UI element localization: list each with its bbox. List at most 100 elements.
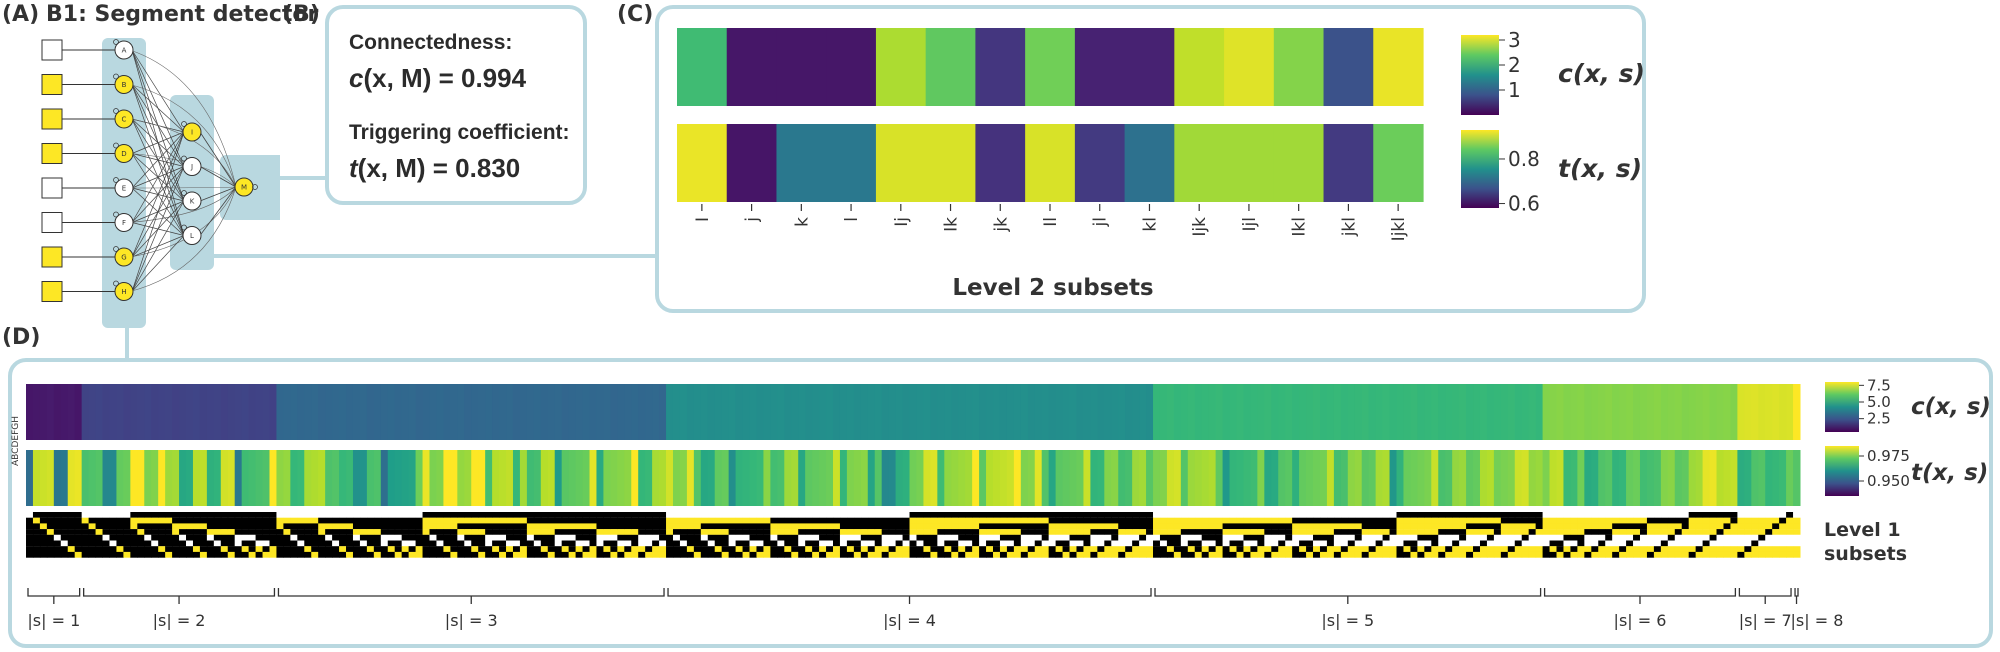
membership-cell — [575, 529, 584, 535]
membership-cell — [645, 512, 653, 518]
membership-cell — [283, 546, 291, 552]
membership-cell — [659, 523, 667, 530]
membership-cell — [1396, 551, 1404, 558]
membership-cell — [874, 546, 883, 552]
membership-cell — [839, 523, 848, 530]
membership-cell — [812, 534, 820, 541]
membership-cell — [1215, 551, 1224, 558]
membership-cell — [366, 551, 375, 558]
membership-cell — [1744, 534, 1752, 541]
membership-cell — [26, 517, 34, 524]
t-cell — [610, 450, 618, 506]
t-cell — [1083, 450, 1091, 506]
membership-cell — [109, 546, 117, 552]
membership-cell — [366, 517, 375, 524]
membership-cell — [721, 534, 730, 541]
membership-cell — [819, 523, 827, 530]
membership-cell — [1159, 540, 1168, 547]
t-cell — [81, 450, 90, 506]
membership-cell — [318, 517, 326, 524]
membership-cell — [1765, 517, 1773, 524]
level2-tick-label: Ik — [942, 217, 962, 232]
membership-cell — [972, 517, 980, 524]
membership-cell — [422, 517, 430, 524]
membership-cell — [1396, 517, 1404, 524]
membership-cell — [26, 534, 34, 541]
membership-cell — [1361, 523, 1370, 530]
membership-cell — [867, 523, 876, 530]
membership-cell — [547, 512, 556, 518]
t-cell — [1779, 450, 1787, 506]
membership-cell — [714, 551, 723, 558]
membership-cell — [199, 534, 208, 541]
membership-cell — [839, 551, 848, 558]
c-cell — [408, 384, 417, 440]
membership-cell — [380, 540, 389, 547]
membership-cell — [1751, 512, 1759, 518]
membership-cell — [1375, 546, 1384, 552]
membership-cell — [1375, 517, 1384, 524]
membership-cell — [1716, 523, 1724, 530]
membership-cell — [1076, 534, 1084, 541]
membership-cell — [826, 540, 834, 547]
membership-cell — [1257, 512, 1265, 518]
t-cell — [1187, 450, 1196, 506]
membership-cell — [1793, 523, 1801, 530]
membership-cell — [916, 534, 924, 541]
membership-cell — [1055, 523, 1064, 530]
membership-cell — [1194, 534, 1203, 541]
c-cell — [1514, 384, 1523, 440]
membership-cell — [457, 540, 465, 547]
c-cell — [895, 384, 904, 440]
membership-cell — [1646, 517, 1655, 524]
membership-cell — [1069, 540, 1077, 547]
membership-cell — [617, 540, 625, 547]
membership-cell — [1500, 551, 1509, 558]
membership-cell — [547, 534, 556, 541]
membership-cell — [1695, 517, 1704, 524]
t-cell — [1667, 450, 1676, 506]
membership-cell — [1201, 540, 1210, 547]
membership-cell — [1285, 529, 1293, 535]
membership-cell — [60, 517, 69, 524]
membership-cell — [652, 529, 660, 535]
membership-cell — [346, 551, 354, 558]
membership-cell — [1396, 546, 1404, 552]
membership-cell — [575, 534, 584, 541]
membership-cell — [610, 512, 618, 518]
level2-tick-label: Ijl — [1240, 217, 1260, 231]
membership-cell — [1660, 529, 1669, 535]
membership-cell — [1292, 534, 1300, 541]
membership-cell — [805, 517, 813, 524]
membership-cell — [220, 546, 229, 552]
membership-cell — [1111, 517, 1119, 524]
membership-cell — [547, 517, 556, 524]
input-node-f — [114, 213, 134, 232]
size-group-label: |s| = 4 — [883, 611, 936, 630]
membership-cell — [972, 534, 980, 541]
membership-cell — [234, 540, 243, 547]
membership-cell — [1667, 546, 1676, 552]
membership-cell — [241, 540, 250, 547]
membership-cell — [1438, 551, 1446, 558]
membership-cell — [95, 517, 104, 524]
membership-cell — [1626, 512, 1634, 518]
membership-cell — [116, 512, 124, 518]
membership-cell — [1758, 534, 1766, 541]
membership-cell — [1570, 517, 1578, 524]
membership-cell — [923, 512, 931, 518]
membership-cell — [1285, 540, 1293, 547]
membership-cell — [805, 529, 813, 535]
membership-cell — [1257, 529, 1265, 535]
membership-cell — [1779, 512, 1787, 518]
membership-cell — [1688, 529, 1697, 535]
membership-cell — [1410, 523, 1418, 530]
membership-cell — [255, 529, 264, 535]
membership-cell — [269, 546, 277, 552]
membership-cell — [311, 546, 319, 552]
membership-cell — [1619, 517, 1627, 524]
membership-cell — [1236, 551, 1244, 558]
t-cell — [492, 450, 500, 506]
membership-cell — [1236, 540, 1244, 547]
membership-cell — [67, 546, 76, 552]
